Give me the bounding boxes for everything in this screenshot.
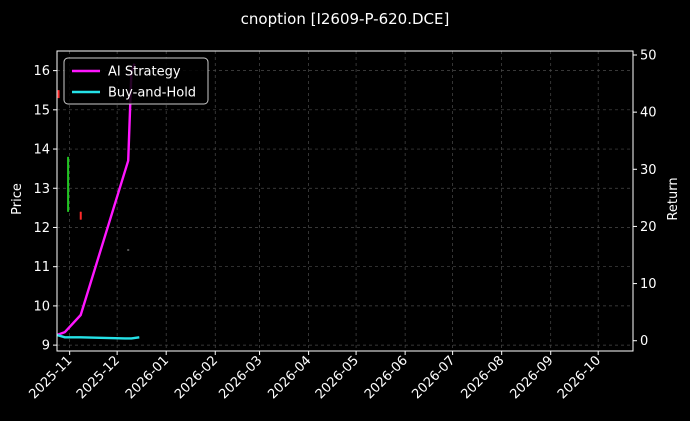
candle-body: [79, 211, 82, 220]
y-right-tick-label: 50: [640, 49, 657, 64]
y-left-tick-label: 11: [33, 260, 50, 275]
y-left-tick-label: 13: [33, 182, 50, 197]
y-axis-left-label: Price: [10, 183, 25, 215]
y-left-tick-label: 15: [33, 103, 50, 118]
series-line-buy-and-hold: [56, 333, 140, 340]
plot-frame: [56, 50, 634, 352]
y-left-tick-label: 10: [33, 299, 50, 314]
y-right-tick-label: 10: [640, 277, 657, 292]
legend-label: AI Strategy: [108, 65, 181, 80]
y-left-tick-label: 9: [42, 339, 50, 354]
y-left-tick-label: 12: [33, 221, 50, 236]
y-right-tick-label: 20: [640, 220, 657, 235]
candle-body: [57, 90, 60, 99]
y-right-tick-label: 40: [640, 106, 657, 121]
y-axis-right-label: Return: [666, 177, 681, 220]
legend-label: Buy-and-Hold: [108, 86, 196, 101]
candle-body: [67, 156, 70, 212]
y-right-tick-label: 30: [640, 163, 657, 178]
chart-title: cnoption [I2609-P-620.DCE]: [241, 10, 450, 28]
candle-body: [127, 249, 130, 251]
y-left-tick-label: 14: [33, 143, 50, 158]
y-left-tick-label: 16: [33, 64, 50, 79]
y-right-tick-label: 0: [640, 334, 648, 349]
